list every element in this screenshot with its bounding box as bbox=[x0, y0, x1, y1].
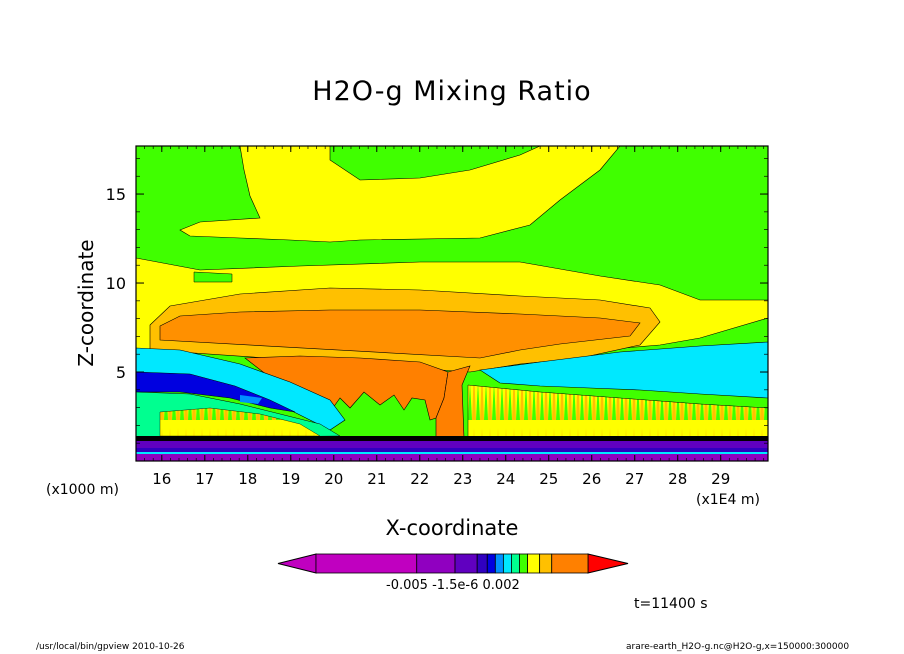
x-tick-label: 27 bbox=[625, 470, 644, 488]
colorbar-segment bbox=[527, 553, 541, 574]
colorbar bbox=[277, 553, 629, 574]
colorbar-segment bbox=[454, 553, 478, 574]
colorbar-segment bbox=[502, 553, 512, 574]
colorbar-label-1: -0.005 bbox=[386, 578, 428, 593]
colorbar-segment bbox=[511, 553, 520, 574]
x-tick-label: 18 bbox=[238, 470, 257, 488]
y-tick-label: 10 bbox=[106, 274, 126, 293]
colorbar-segment bbox=[476, 553, 488, 574]
y-tick-label: 5 bbox=[116, 363, 126, 382]
x-axis: 16 17 18 19 20 21 22 23 24 25 26 27 28 29 bbox=[135, 146, 765, 488]
x-tick-label: 20 bbox=[324, 470, 343, 488]
colorbar-segment bbox=[519, 553, 528, 574]
y-unit-label: (x1000 m) bbox=[46, 482, 119, 498]
x-tick-label: 22 bbox=[410, 470, 429, 488]
x-tick-label: 28 bbox=[668, 470, 687, 488]
y-tick-label: 15 bbox=[106, 185, 126, 204]
colorbar-extend-high bbox=[587, 553, 629, 574]
colorbar-segment bbox=[486, 553, 496, 574]
colorbar-segment bbox=[494, 553, 504, 574]
colorbar-labels: -0.005 -1.5e-6 0.002 bbox=[386, 578, 520, 593]
footer-left: /usr/local/bin/gpview 2010-10-26 bbox=[36, 642, 185, 652]
chart-title: H2O-g Mixing Ratio bbox=[312, 76, 592, 107]
colorbar-segment bbox=[416, 553, 456, 574]
colorbar-segment bbox=[539, 553, 553, 574]
contour-fields bbox=[136, 146, 768, 461]
plot-frame bbox=[135, 145, 769, 462]
x-tick-label: 21 bbox=[367, 470, 386, 488]
x-tick-label: 19 bbox=[281, 470, 300, 488]
colorbar-segment bbox=[315, 553, 418, 574]
x-tick-label: 25 bbox=[539, 470, 558, 488]
time-label: t=11400 s bbox=[634, 596, 708, 612]
x-tick-label: 23 bbox=[453, 470, 472, 488]
y-axis: 5 10 15 bbox=[106, 158, 768, 444]
colorbar-extend-low bbox=[277, 553, 317, 574]
x-tick-label: 26 bbox=[582, 470, 601, 488]
colorbar-label-2: -1.5e-6 bbox=[432, 578, 479, 593]
x-tick-label: 24 bbox=[496, 470, 515, 488]
x-tick-label: 29 bbox=[711, 470, 730, 488]
x-tick-label: 17 bbox=[195, 470, 214, 488]
colorbar-label-3: 0.002 bbox=[482, 578, 520, 593]
footer-right: arare-earth_H2O-g.nc@H2O-g,x=150000:3000… bbox=[626, 642, 850, 652]
x-tick-label: 16 bbox=[152, 470, 171, 488]
x-unit-label: (x1E4 m) bbox=[696, 492, 760, 508]
x-axis-label: X-coordinate bbox=[385, 516, 519, 540]
colorbar-segment bbox=[551, 553, 589, 574]
